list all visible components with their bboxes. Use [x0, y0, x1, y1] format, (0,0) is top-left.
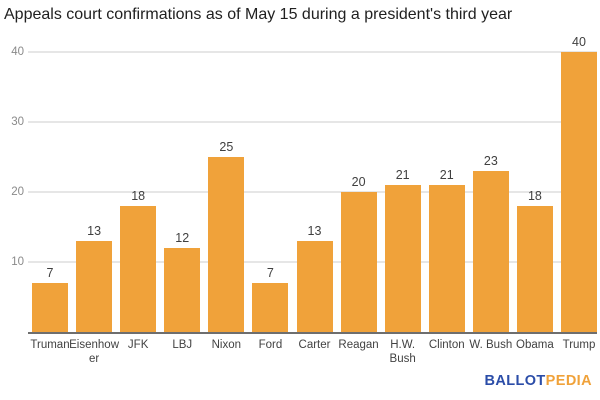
bar-value-label-lbj: 12 [175, 231, 190, 245]
x-tick-label-obama: Obama [516, 339, 554, 351]
x-tick-label-clinton: Clinton [428, 339, 465, 351]
bar-jfk[interactable] [120, 206, 157, 332]
x-tick-label-truman: Truman [30, 339, 70, 351]
y-tick-label-20: 20 [11, 186, 24, 198]
bar-reagan[interactable] [340, 192, 377, 332]
logo-text-ballot: BALLOT [484, 373, 546, 389]
ballotpedia-logo: BALLOTPEDIA [484, 373, 592, 389]
gridline-20 [28, 191, 597, 193]
x-axis-line [28, 332, 597, 334]
logo-text-pedia: PEDIA [545, 373, 592, 389]
bar-value-label-nixon: 25 [219, 140, 234, 154]
bar-nixon[interactable] [208, 157, 245, 332]
x-tick-label-w-bush: W. Bush [469, 339, 513, 351]
x-tick-label-trump: Trump [562, 339, 596, 351]
x-tick-label-ford: Ford [258, 339, 283, 351]
bar-value-label-truman: 7 [46, 266, 54, 280]
x-tick-label-jfk: JFK [127, 339, 149, 351]
bar-value-label-obama: 18 [527, 189, 542, 203]
x-tick-label-h-w-bush: H.W. Bush [389, 339, 416, 365]
bar-trump[interactable] [561, 52, 597, 332]
bar-value-label-h-w-bush: 21 [395, 168, 410, 182]
bar-value-label-clinton: 21 [439, 168, 454, 182]
chart-title: Appeals court confirmations as of May 15… [4, 6, 513, 23]
bar-w-bush[interactable] [472, 171, 509, 332]
bar-ford[interactable] [252, 283, 289, 332]
bar-h-w-bush[interactable] [384, 185, 421, 332]
y-tick-label-10: 10 [11, 256, 24, 268]
x-tick-label-nixon: Nixon [211, 339, 242, 351]
bar-eisenhower[interactable] [76, 241, 113, 332]
bar-value-label-jfk: 18 [131, 189, 146, 203]
bar-value-label-reagan: 20 [351, 175, 366, 189]
bar-obama[interactable] [516, 206, 553, 332]
x-tick-label-carter: Carter [298, 339, 331, 351]
x-tick-label-eisenhower: Eisenhower [69, 339, 120, 365]
y-tick-label-40: 40 [11, 46, 24, 58]
bar-value-label-eisenhower: 13 [87, 224, 102, 238]
bar-value-label-trump: 40 [572, 35, 586, 49]
x-tick-label-reagan: Reagan [338, 339, 379, 351]
gridline-30 [28, 121, 597, 123]
bar-value-label-ford: 7 [266, 266, 274, 280]
bar-lbj[interactable] [164, 248, 201, 332]
bar-carter[interactable] [296, 241, 333, 332]
y-tick-label-30: 30 [11, 116, 24, 128]
x-tick-label-lbj: LBJ [172, 339, 193, 351]
bar-value-label-w-bush: 23 [483, 154, 498, 168]
bar-value-label-carter: 13 [307, 224, 322, 238]
gridline-40 [28, 51, 597, 53]
bar-truman[interactable] [32, 283, 68, 332]
bar-clinton[interactable] [428, 185, 465, 332]
